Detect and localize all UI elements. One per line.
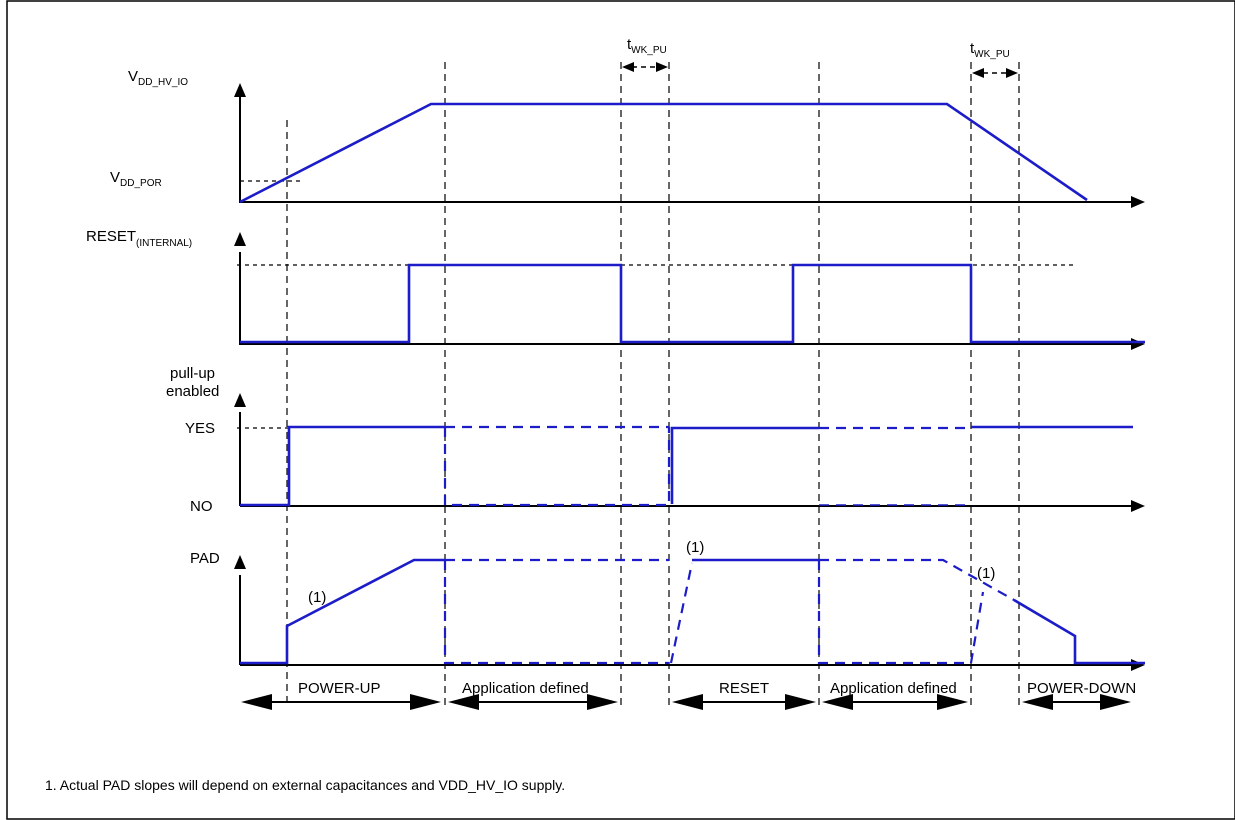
twk-main-text-1: t [627, 36, 632, 53]
yes-label: YES [185, 420, 215, 437]
phase-span-arrows [241, 694, 1131, 710]
pad-signal-dashed-1-low [443, 560, 669, 665]
twk-pu-label-2: tWK_PU [970, 40, 1010, 60]
pad-signal-solid-3 [1013, 598, 1145, 665]
vdd-hv-io-label: VDD_HV_IO [128, 68, 188, 88]
pullup-panel [234, 393, 1145, 512]
span-reset-right [785, 694, 816, 710]
no-label: NO [190, 498, 213, 515]
span-app2-left [822, 694, 853, 710]
reset-internal-label: RESET(INTERNAL) [86, 228, 192, 249]
vdd-y-arrow [234, 83, 246, 97]
twk-arrow-2-left [972, 68, 984, 78]
reset-y-arrow [234, 232, 246, 246]
reset-panel [234, 232, 1145, 350]
vdd-x-arrow [1131, 196, 1145, 208]
pullup-signal-solid-1 [240, 425, 445, 507]
twk-arrow-2-right [1006, 68, 1018, 78]
twk-arrow-1-right [656, 62, 668, 72]
twk-arrow-1-left [622, 62, 634, 72]
pad-panel [234, 555, 1145, 671]
twk-pu-arrows [622, 62, 1018, 78]
phase-label-power-down: POWER-DOWN [1027, 680, 1136, 697]
vdd-por-sub-text: DD_POR [120, 178, 162, 189]
note-ref-reset: (1) [686, 539, 704, 556]
twk-pu-label-1: tWK_PU [627, 36, 667, 56]
span-app1-right [587, 694, 618, 710]
span-reset-left [672, 694, 703, 710]
footnote: 1. Actual PAD slopes will depend on exte… [45, 777, 565, 793]
span-power-down-right [1100, 694, 1131, 710]
phase-label-app-defined-2: Application defined [830, 680, 957, 697]
reset-x-arrow [1131, 338, 1145, 350]
pad-x-arrow [1131, 659, 1145, 671]
vdd-hv-io-panel [234, 83, 1145, 208]
reference-lines [237, 180, 1075, 429]
vdd-main-text: V [128, 68, 138, 85]
pullup-y-arrow [234, 393, 246, 407]
pullup-label-line2: enabled [166, 383, 219, 400]
vdd-sub-text: DD_HV_IO [138, 77, 188, 88]
phase-label-app-defined-1: Application defined [462, 680, 589, 697]
pullup-label-line1: pull-up [170, 365, 215, 382]
reset-main-text: RESET [86, 228, 136, 245]
note-ref-power-down: (1) [977, 565, 995, 582]
twk-sub-text-1: WK_PU [631, 45, 667, 56]
timing-markers [286, 62, 1020, 708]
twk-sub-text-2: WK_PU [974, 49, 1010, 60]
reset-internal-signal [240, 263, 1145, 344]
pullup-signal-dashed-1-low [443, 427, 671, 507]
phase-label-power-up: POWER-UP [298, 680, 381, 697]
vdd-por-label: VDD_POR [110, 169, 162, 189]
span-power-down-left [1022, 694, 1053, 710]
phase-label-reset: RESET [719, 680, 769, 697]
reset-sub-text: (INTERNAL) [136, 238, 192, 249]
pad-signal-dashed-rise [669, 562, 694, 664]
pad-label: PAD [190, 550, 220, 567]
vdd-hv-io-signal [239, 102, 1088, 204]
span-power-up-left [241, 694, 272, 710]
pad-y-arrow [234, 555, 246, 569]
pad-signal-dashed-2-high [819, 558, 1015, 601]
span-power-up-right [410, 694, 441, 710]
span-app1-left [448, 694, 479, 710]
pad-signal-solid-1 [240, 558, 445, 665]
figure-frame [6, 0, 1235, 820]
pullup-x-arrow [1131, 500, 1145, 512]
pad-signal-dashed-2-low [817, 560, 985, 665]
span-app2-right [937, 694, 968, 710]
note-ref-pad-rise: (1) [308, 589, 326, 606]
pullup-signal-solid-2 [670, 426, 819, 504]
vdd-por-main-text: V [110, 169, 120, 186]
twk-main-text-2: t [970, 40, 975, 57]
